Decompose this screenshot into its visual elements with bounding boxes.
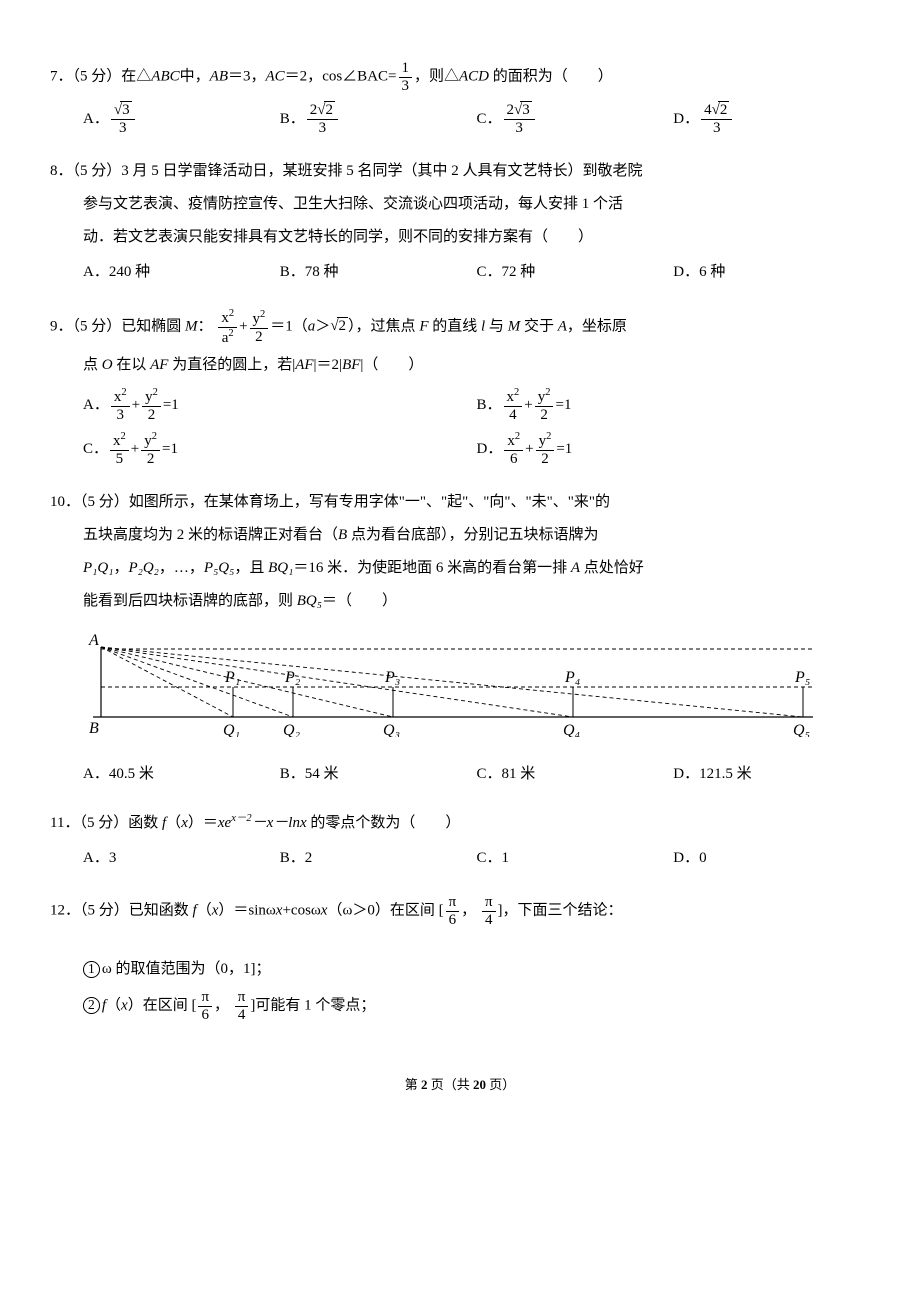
- q8-line1: 3 月 5 日学雷锋活动日，某班安排 5 名同学（其中 2 人具有文艺特长）到敬…: [121, 163, 642, 179]
- q7-stem: 7．（5 分）在△ABC中，AB＝3，AC＝2，cos∠BAC=13，则△ACD…: [50, 60, 870, 94]
- q10-line4: 能看到后四块标语牌的底部，则 BQ₅＝（ ）: [50, 588, 870, 615]
- question-10: 10．（5 分）如图所示，在某体育场上，写有专用字体"一"、"起"、"向"、"未…: [50, 489, 870, 788]
- q8-line3: 动．若文艺表演只能安排具有文艺特长的同学，则不同的安排方案有（ ）: [50, 224, 870, 251]
- q12-item-1: 1ω 的取值范围为（0，1]；: [50, 956, 870, 983]
- q7-opt-b: B．223: [280, 102, 477, 136]
- diagram-label-P5: P₅: [794, 669, 810, 686]
- q8-opt-a: A．240 种: [83, 259, 280, 286]
- diagram-label-B: B: [89, 720, 99, 737]
- q9-opt-a: A．x23+y22=1: [83, 387, 477, 423]
- q8-opt-b: B．78 种: [280, 259, 477, 286]
- q10-opt-c: C．81 米: [477, 761, 674, 788]
- q7-options: A．33 B．223 C．233 D．423: [50, 102, 870, 136]
- diagram-label-Q1: Q₁: [223, 722, 240, 737]
- q7-opt-c: C．233: [477, 102, 674, 136]
- q11-opt-a: A．3: [83, 845, 280, 872]
- q-number: 8．（5 分）: [50, 163, 121, 179]
- question-11: 11．（5 分）函数 f（x）＝xex－2－x－lnx 的零点个数为（ ） A．…: [50, 810, 870, 872]
- q8-options: A．240 种 B．78 种 C．72 种 D．6 种: [50, 259, 870, 286]
- diagram-label-A: A: [88, 632, 99, 649]
- q11-opt-d: D．0: [673, 845, 870, 872]
- q9-opt-d: D．x26+y22=1: [477, 431, 871, 467]
- question-12: 12．（5 分）已知函数 f（x）＝sinωx+cosωx（ω＞0）在区间 [π…: [50, 894, 870, 1023]
- q10-diagram: A B P₁ P₂ P₃ P₄ P₅ Q₁ Q₂ Q₃ Q₄ Q₅: [83, 627, 823, 747]
- q9-options-cd: C．x25+y22=1 D．x26+y22=1: [50, 431, 870, 467]
- q9-opt-c: C．x25+y22=1: [83, 431, 477, 467]
- question-8: 8．（5 分）3 月 5 日学雷锋活动日，某班安排 5 名同学（其中 2 人具有…: [50, 158, 870, 286]
- q10-opt-b: B．54 米: [280, 761, 477, 788]
- diagram-label-Q3: Q₃: [383, 722, 400, 737]
- diagram-label-P4: P₄: [564, 669, 580, 686]
- q10-line3: P₁Q₁，P₂Q₂，…，P₅Q₅，且 BQ₁＝16 米．为使距地面 6 米高的看…: [50, 555, 870, 582]
- q11-options: A．3 B．2 C．1 D．0: [50, 845, 870, 872]
- q-number: 12．（5 分）: [50, 902, 129, 918]
- diagram-label-Q2: Q₂: [283, 722, 301, 737]
- q7-opt-a: A．33: [83, 102, 280, 136]
- q10-line2: 五块高度均为 2 米的标语牌正对看台（B 点为看台底部），分别记五块标语牌为: [50, 522, 870, 549]
- q8-opt-d: D．6 种: [673, 259, 870, 286]
- question-9: 9．（5 分）已知椭圆 M： x2a2+y22＝1（a＞2），过焦点 F 的直线…: [50, 308, 870, 467]
- q7-opt-d: D．423: [673, 102, 870, 136]
- q-number: 9．（5 分）: [50, 318, 121, 334]
- diagram-label-P1: P₁: [224, 669, 240, 686]
- q12-item-2: 2f（x）在区间 [π6， π4]可能有 1 个零点；: [50, 989, 870, 1023]
- diagram-label-Q4: Q₄: [563, 722, 580, 737]
- q-number: 7．（5 分）: [50, 68, 121, 84]
- q11-opt-c: C．1: [477, 845, 674, 872]
- diagram-label-Q5: Q₅: [793, 722, 810, 737]
- q9-line2: 点 O 在以 AF 为直径的圆上，若|AF|＝2|BF|（ ）: [50, 352, 870, 379]
- q9-options-ab: A．x23+y22=1 B．x24+y22=1: [50, 387, 870, 423]
- page-footer: 第 2 页（共 20 页）: [50, 1073, 870, 1096]
- q-number: 11．（5 分）: [50, 815, 128, 831]
- q8-opt-c: C．72 种: [477, 259, 674, 286]
- question-7: 7．（5 分）在△ABC中，AB＝3，AC＝2，cos∠BAC=13，则△ACD…: [50, 60, 870, 136]
- q10-options: A．40.5 米 B．54 米 C．81 米 D．121.5 米: [50, 761, 870, 788]
- q10-line1: 如图所示，在某体育场上，写有专用字体"一"、"起"、"向"、"未"、"来"的: [129, 494, 610, 510]
- q8-line2: 参与文艺表演、疫情防控宣传、卫生大扫除、交流谈心四项活动，每人安排 1 个活: [50, 191, 870, 218]
- diagram-label-P2: P₂: [284, 669, 301, 686]
- diagram-label-P3: P₃: [384, 669, 400, 686]
- q11-opt-b: B．2: [280, 845, 477, 872]
- q10-opt-d: D．121.5 米: [673, 761, 870, 788]
- q9-opt-b: B．x24+y22=1: [477, 387, 871, 423]
- q-number: 10．（5 分）: [50, 494, 129, 510]
- q10-opt-a: A．40.5 米: [83, 761, 280, 788]
